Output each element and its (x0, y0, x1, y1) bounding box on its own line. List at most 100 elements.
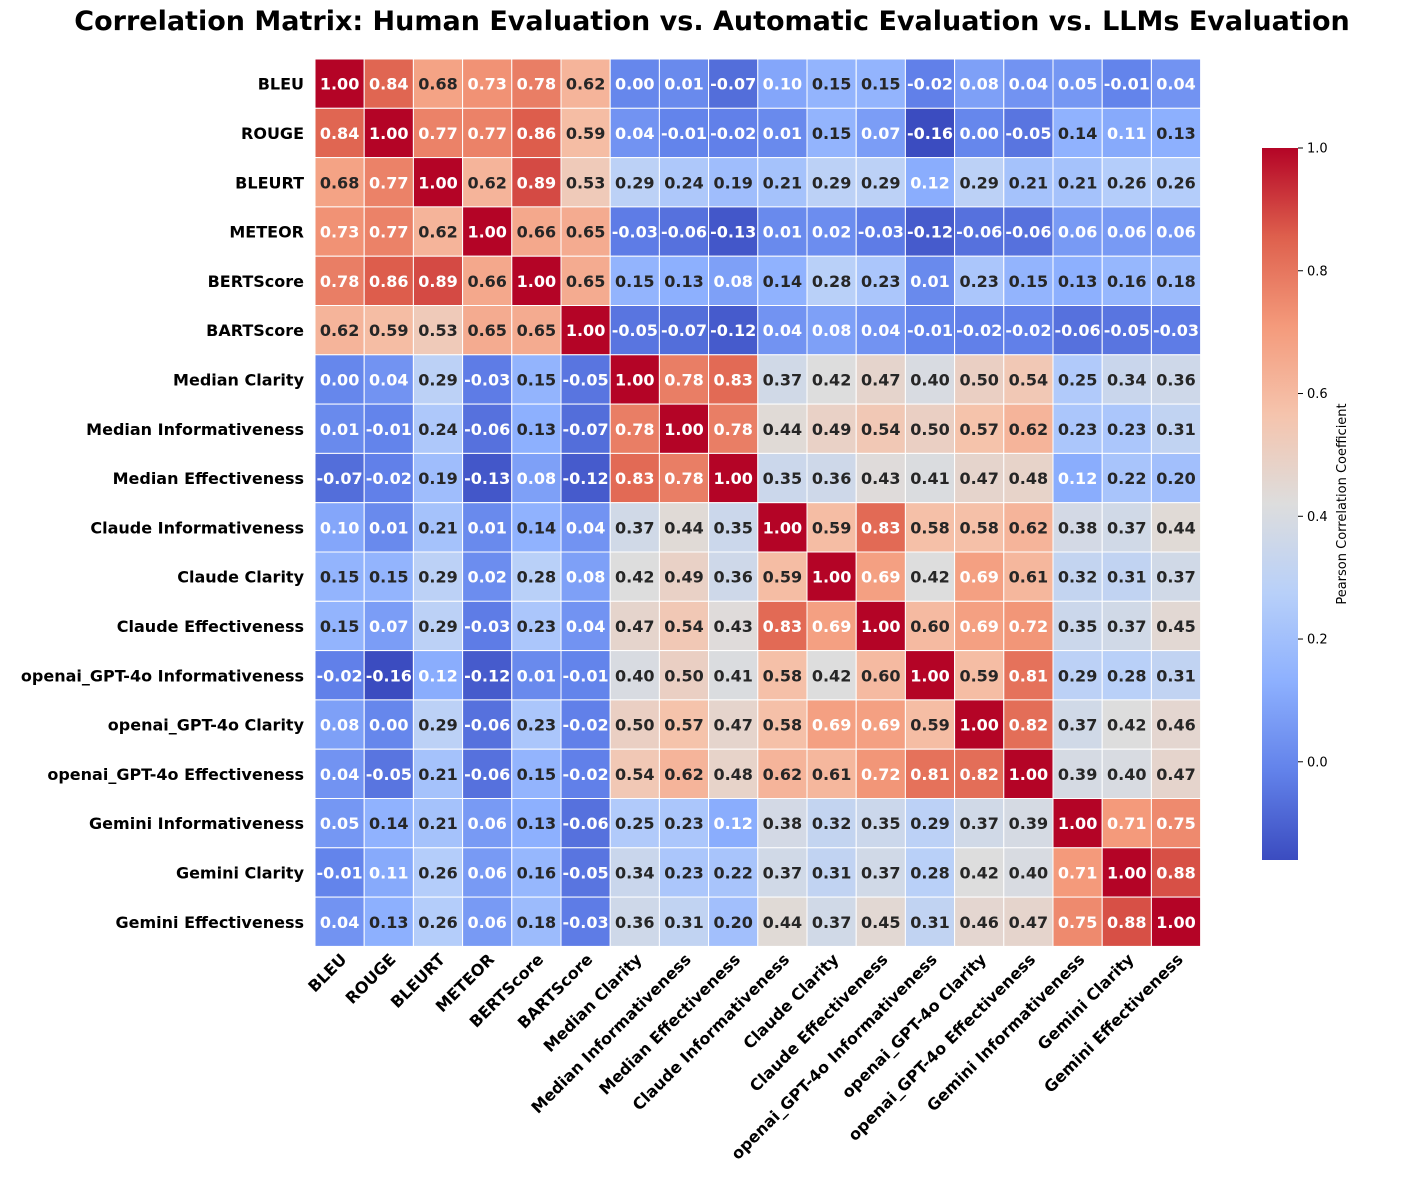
heatmap-cell (904, 502, 956, 553)
cell-value-label: 0.14 (369, 814, 408, 833)
heatmap-cell (658, 650, 710, 701)
cell-value-label: 0.20 (713, 913, 752, 932)
cell-value-label: 0.69 (812, 716, 851, 735)
cell-value-label: 0.62 (320, 321, 359, 340)
cell-value-label: 0.44 (763, 913, 802, 932)
cell-value-label: 0.53 (418, 321, 457, 340)
row-label: Median Informativeness (86, 420, 304, 439)
cell-value-label: -0.07 (661, 321, 707, 340)
cell-value-label: -0.07 (710, 75, 756, 94)
cell-value-label: 0.62 (467, 173, 506, 192)
cell-value-label: 0.86 (369, 272, 408, 291)
heatmap-cell (757, 551, 808, 602)
cell-value-label: 0.60 (910, 617, 949, 636)
heatmap-cell (462, 206, 513, 257)
cell-value-label: 1.00 (467, 223, 506, 242)
heatmap-cell (314, 305, 365, 356)
cell-value-label: 0.59 (812, 518, 851, 537)
heatmap-cell (462, 748, 513, 800)
cell-value-label: 0.36 (615, 913, 654, 932)
cell-value-label: 1.00 (517, 272, 556, 291)
cell-value-label: 0.54 (861, 420, 900, 439)
cell-value-label: 0.36 (1156, 370, 1195, 389)
heatmap-cell (954, 58, 1005, 109)
cell-value-label: 1.00 (615, 370, 654, 389)
heatmap-cell (855, 748, 906, 800)
heatmap-cell (1052, 551, 1103, 602)
cell-value-label: 0.29 (910, 814, 949, 833)
cell-value-label: 0.37 (1107, 617, 1146, 636)
heatmap-cell (708, 305, 759, 356)
cell-value-label: 0.84 (320, 124, 359, 143)
cell-value-label: 0.44 (763, 420, 802, 439)
heatmap-cell (511, 650, 562, 701)
cell-value-label: -0.07 (317, 469, 363, 488)
cell-value-label: 0.81 (1009, 666, 1048, 685)
heatmap-cell (1101, 896, 1152, 947)
heatmap-cell (609, 354, 660, 405)
cell-value-label: 0.88 (1156, 863, 1195, 882)
heatmap-cell (904, 305, 956, 356)
cell-value-label: -0.06 (563, 814, 609, 833)
cell-value-label: 0.08 (320, 716, 359, 735)
heatmap-cell (609, 255, 660, 307)
heatmap-cell (1003, 650, 1054, 701)
cell-value-label: 0.07 (369, 617, 408, 636)
cell-value-label: 0.21 (418, 518, 457, 537)
colorbar-tick-label: 0.8 (1307, 264, 1328, 279)
cell-value-label: -0.01 (907, 321, 953, 340)
heatmap-cell (757, 798, 808, 849)
cell-value-label: 0.35 (713, 518, 752, 537)
heatmap-cells: 1.00 0.84 0.68 0.73 0.78 0.62 0.00 0.01 -0.07 0.1… (314, 58, 1202, 947)
cell-value-label: 0.69 (812, 617, 851, 636)
heatmap-cell (1101, 354, 1152, 405)
heatmap-cell (363, 58, 414, 109)
cell-value-label: 0.50 (910, 420, 949, 439)
heatmap-cell (757, 403, 808, 454)
row-label: BLEU (258, 75, 304, 94)
cell-value-label: 0.13 (1058, 272, 1097, 291)
heatmap-cell (954, 354, 1005, 405)
row-label: Median Clarity (173, 370, 305, 389)
cell-value-label: 0.43 (861, 469, 900, 488)
cell-value-label: 0.65 (566, 272, 605, 291)
heatmap-cell (363, 305, 414, 356)
cell-value-label: -0.01 (366, 420, 412, 439)
heatmap-cell (609, 896, 660, 947)
cell-value-label: 0.00 (320, 370, 359, 389)
cell-value-label: 0.42 (615, 568, 654, 587)
cell-value-label: 0.23 (664, 863, 703, 882)
heatmap-cell (1150, 305, 1202, 356)
cell-value-label: 0.00 (615, 75, 654, 94)
heatmap-cell (511, 354, 562, 405)
cell-value-label: 0.13 (664, 272, 703, 291)
cell-value-label: 0.31 (664, 913, 703, 932)
cell-value-label: -0.02 (563, 765, 609, 784)
heatmap-cell (1150, 403, 1202, 454)
chart-title: Correlation Matrix: Human Evaluation vs.… (74, 6, 1350, 37)
cell-value-label: 0.14 (517, 518, 556, 537)
cell-value-label: 0.34 (615, 863, 654, 882)
cell-value-label: 0.06 (467, 913, 506, 932)
cell-value-label: -0.12 (710, 321, 756, 340)
heatmap-cell (757, 896, 808, 947)
heatmap-cell (609, 748, 660, 800)
cell-value-label: 0.65 (467, 321, 506, 340)
row-label: Gemini Informativeness (89, 814, 304, 833)
heatmap-cell (609, 403, 660, 454)
cell-value-label: 0.28 (812, 272, 851, 291)
heatmap-cell (560, 551, 611, 602)
heatmap-cell (314, 699, 365, 750)
heatmap-cell (560, 650, 611, 701)
cell-value-label: 0.32 (1058, 568, 1097, 587)
cell-value-label: 0.15 (517, 370, 556, 389)
cell-value-label: 0.36 (713, 568, 752, 587)
cell-value-label: 0.50 (664, 666, 703, 685)
heatmap-cell (658, 58, 710, 109)
heatmap-cell (1150, 255, 1202, 307)
cell-value-label: 0.08 (959, 75, 998, 94)
heatmap-cell (462, 600, 513, 652)
heatmap-cell (609, 798, 660, 849)
heatmap-cell (757, 699, 808, 750)
cell-value-label: 0.77 (467, 124, 506, 143)
